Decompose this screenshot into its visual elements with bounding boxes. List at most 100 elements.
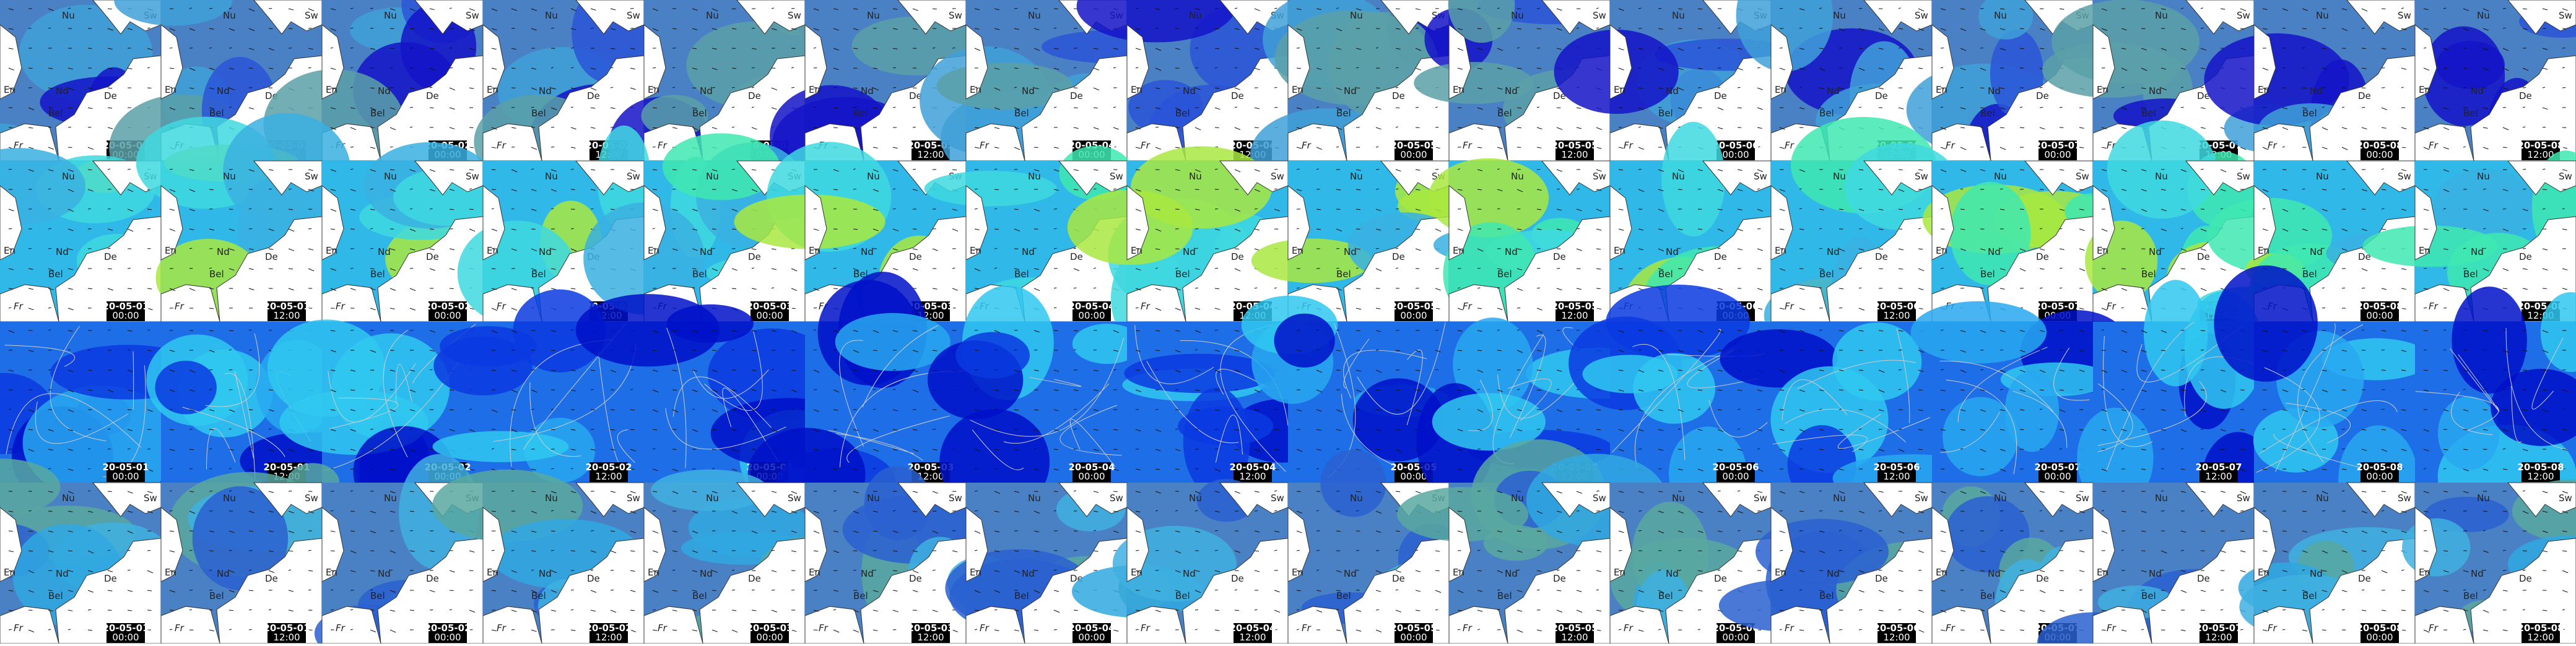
country-label: Bel <box>692 590 707 601</box>
wind-arrow <box>2503 8 2506 9</box>
wind-arrow <box>833 87 837 88</box>
wind-arrow <box>1014 8 1017 9</box>
country-label: Sw <box>1754 171 1767 182</box>
wind-arrow <box>712 288 716 289</box>
country-label: Fr <box>819 622 829 634</box>
country-label: Nd <box>2310 246 2323 257</box>
wind-arrow <box>630 610 635 611</box>
country-label: Fr <box>1624 622 1634 634</box>
wind-arrow <box>732 169 735 170</box>
wind-field <box>2052 0 2200 84</box>
time-label: 00:00 <box>2366 149 2393 160</box>
country-label: Bel <box>531 108 546 119</box>
country-label: Fr <box>175 301 185 312</box>
country-label: Sw <box>2398 171 2411 182</box>
country-label: Fr <box>497 622 507 634</box>
country-label: Sw <box>788 493 801 504</box>
country-label: Bel <box>1980 269 1995 280</box>
wind-arrow <box>189 570 193 571</box>
country-label: Bel <box>209 269 224 280</box>
country-label: De <box>1392 90 1405 101</box>
wind-arrow <box>1780 550 1783 551</box>
country-label: Fr <box>1141 140 1151 151</box>
country-label: En <box>1614 84 1625 95</box>
country-label: De <box>909 573 922 584</box>
country-label: En <box>2419 84 2430 95</box>
country-label: Bel <box>48 269 63 280</box>
country-label: Fr <box>980 622 990 634</box>
country-label: Fr <box>1463 140 1473 151</box>
time-label: 12:00 <box>917 632 944 643</box>
country-label: Nu <box>223 171 236 182</box>
country-label: Fr <box>658 622 668 634</box>
wind-arrow <box>2263 469 2267 470</box>
wind-arrow <box>1638 169 1642 170</box>
country-label: Nu <box>62 493 75 504</box>
country-label: Nu <box>2477 171 2490 182</box>
wind-arrow <box>1638 530 1642 531</box>
country-label: Sw <box>627 10 640 21</box>
country-label: Bel <box>48 108 63 119</box>
country-label: Bel <box>209 590 224 601</box>
country-label: Nu <box>62 171 75 182</box>
wind-arrow <box>128 288 132 289</box>
wind-arrow <box>1034 107 1037 108</box>
country-label: Bel <box>1014 108 1029 119</box>
time-label: 12:00 <box>595 632 622 643</box>
wind-arrow <box>853 370 858 371</box>
wind-arrow <box>48 369 51 370</box>
country-label: De <box>1875 251 1888 262</box>
wind-arrow <box>450 288 454 289</box>
wind-arrow <box>1477 268 1481 269</box>
country-label: De <box>1553 573 1566 584</box>
time-label: 12:00 <box>2527 471 2554 482</box>
wind-arrow <box>1477 530 1481 531</box>
time-label: 00:00 <box>2366 471 2393 482</box>
country-label: Fr <box>1946 140 1956 151</box>
wind-arrow <box>1054 330 1058 331</box>
time-label: 12:00 <box>273 632 300 643</box>
country-label: Nu <box>1189 10 1202 21</box>
country-label: Nu <box>1672 493 1685 504</box>
country-label: Bel <box>1175 269 1190 280</box>
country-label: En <box>487 567 498 578</box>
country-label: Sw <box>1110 493 1123 504</box>
wind-arrow <box>630 429 635 430</box>
country-label: De <box>1392 251 1405 262</box>
wind-field <box>433 431 569 462</box>
country-label: En <box>1292 567 1303 578</box>
wind-arrow <box>1819 510 1822 511</box>
country-label: Nd <box>1666 246 1679 257</box>
wind-arrow <box>1054 491 1058 492</box>
wind-arrow <box>2523 169 2526 170</box>
wind-arrow <box>410 530 413 531</box>
wind-arrow <box>410 610 414 611</box>
country-label: Nd <box>1505 568 1518 579</box>
wind-arrow <box>1638 268 1642 269</box>
wind-arrow <box>189 268 193 269</box>
wind-arrow <box>1819 248 1822 249</box>
wind-arrow <box>1819 629 1822 630</box>
country-label: De <box>1553 251 1566 262</box>
country-label: Sw <box>1110 171 1123 182</box>
country-label: Nd <box>2471 246 2484 257</box>
wind-arrow <box>1859 228 1862 229</box>
country-label: Bel <box>1819 108 1834 119</box>
country-label: De <box>426 90 439 101</box>
wind-arrow <box>1376 609 1379 610</box>
wind-arrow <box>170 169 173 170</box>
country-label: Bel <box>48 590 63 601</box>
country-label: Bel <box>531 269 546 280</box>
country-label: En <box>326 84 337 95</box>
country-label: En <box>970 245 981 256</box>
wind-arrow <box>1136 550 1139 551</box>
country-label: Nu <box>384 171 397 182</box>
wind-arrow <box>975 610 979 611</box>
wind-arrow <box>2382 370 2386 371</box>
wind-arrow <box>410 268 413 269</box>
wind-arrow <box>975 510 978 511</box>
wind-arrow <box>2342 67 2345 68</box>
wind-arrow <box>1497 409 1500 410</box>
